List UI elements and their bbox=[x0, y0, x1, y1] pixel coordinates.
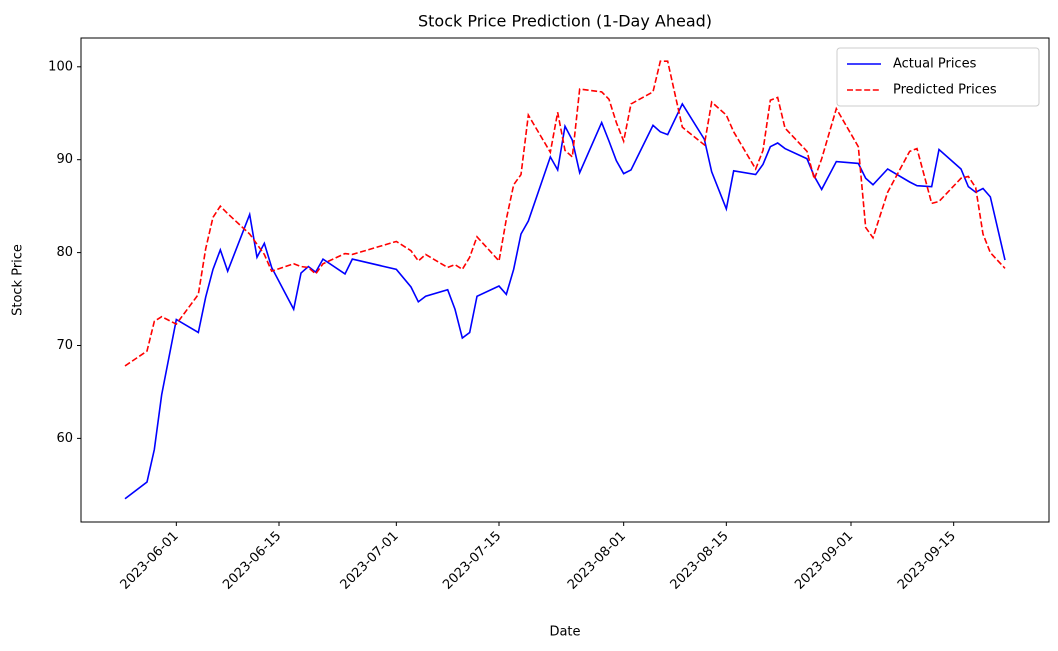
series-line bbox=[124, 60, 1006, 367]
x-tick-label: 2023-09-01 bbox=[792, 529, 856, 593]
legend-label: Actual Prices bbox=[893, 57, 977, 72]
y-axis-label: Stock Price bbox=[11, 244, 26, 316]
legend-label: Predicted Prices bbox=[893, 83, 997, 98]
series-line bbox=[124, 102, 1006, 500]
y-tick-label: 60 bbox=[56, 431, 73, 446]
y-tick-label: 80 bbox=[56, 245, 73, 260]
x-tick-label: 2023-06-15 bbox=[220, 529, 284, 593]
x-tick-label: 2023-09-15 bbox=[895, 529, 959, 593]
x-tick-label: 2023-06-01 bbox=[118, 529, 182, 593]
y-tick-label: 100 bbox=[48, 59, 73, 74]
x-axis-label: Date bbox=[549, 625, 580, 640]
x-tick-label: 2023-08-01 bbox=[565, 529, 629, 593]
x-tick-label: 2023-07-15 bbox=[440, 529, 504, 593]
x-tick-label: 2023-08-15 bbox=[668, 529, 732, 593]
legend-box bbox=[836, 47, 1040, 107]
plot-frame bbox=[80, 37, 1050, 523]
y-tick-label: 90 bbox=[56, 152, 73, 167]
x-tick-label: 2023-07-01 bbox=[338, 529, 402, 593]
y-tick-label: 70 bbox=[56, 338, 73, 353]
chart-title: Stock Price Prediction (1-Day Ahead) bbox=[418, 12, 712, 31]
